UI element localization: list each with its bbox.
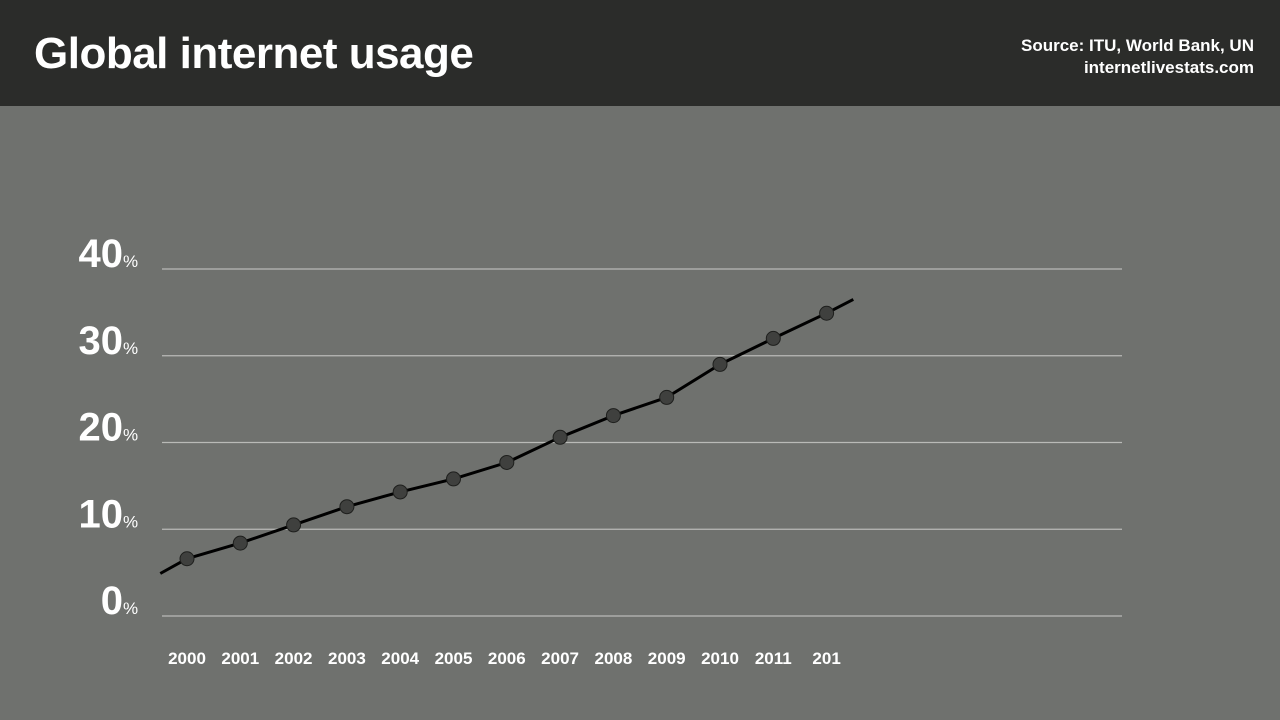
x-tick-labels: 2000 2001 2002 2003 2004 2005 2006 2007 2008 2009… — [168, 649, 841, 668]
y-tick-unit: % — [123, 599, 138, 618]
data-point-2005 — [446, 471, 461, 487]
x-tick-label: 2011 — [755, 649, 792, 668]
data-point-2001 — [232, 535, 248, 551]
page-title: Global internet usage — [34, 29, 474, 78]
data-point-2006 — [499, 454, 515, 470]
x-tick-label: 2007 — [541, 649, 579, 668]
x-tick-label: 2005 — [435, 649, 473, 668]
x-tick-label: 2008 — [594, 649, 632, 668]
x-tick-label: 2006 — [488, 649, 526, 668]
series-layer — [159, 298, 854, 575]
x-tick-label: 2009 — [648, 649, 686, 668]
grid-layer — [162, 268, 1122, 617]
y-tick-unit: % — [123, 512, 138, 531]
x-tick-label: 2004 — [381, 649, 419, 668]
source-credit: Source: ITU, World Bank, UN internetlive… — [1021, 35, 1254, 79]
series-line — [159, 298, 854, 575]
x-tick-label: 2002 — [275, 649, 313, 668]
x-tick-label: 2010 — [701, 649, 739, 668]
y-tick-label-40: 40 — [79, 232, 124, 276]
data-point-2000 — [179, 551, 195, 567]
data-point-2009 — [659, 389, 675, 405]
source-line: Source: ITU, World Bank, UN — [1021, 36, 1254, 55]
y-tick-unit: % — [123, 339, 138, 358]
y-tick-unit: % — [123, 426, 138, 445]
x-tick-label: 2001 — [221, 649, 259, 668]
source-website: internetlivestats.com — [1083, 58, 1254, 77]
y-tick-label-10: 10 — [79, 492, 124, 536]
y-tick-label-20: 20 — [79, 406, 124, 450]
data-point-2012 — [819, 305, 835, 321]
x-tick-label: 2003 — [328, 649, 366, 668]
header-bar — [0, 0, 1280, 106]
y-tick-unit: % — [123, 252, 138, 271]
data-point-2010 — [712, 356, 728, 372]
y-tick-label-30: 30 — [79, 319, 124, 363]
data-point-2008 — [605, 408, 621, 424]
data-point-2004 — [392, 484, 408, 500]
data-point-2011 — [765, 330, 781, 346]
data-point-2007 — [552, 429, 568, 445]
data-point-2003 — [339, 499, 355, 515]
data-point-2002 — [286, 517, 302, 533]
x-tick-label: 201 — [812, 649, 840, 668]
x-tick-label: 2000 — [168, 649, 206, 668]
y-tick-labels: 0 %10 %20 %30 %40% — [79, 232, 139, 623]
y-tick-label-0: 0 — [101, 579, 123, 623]
